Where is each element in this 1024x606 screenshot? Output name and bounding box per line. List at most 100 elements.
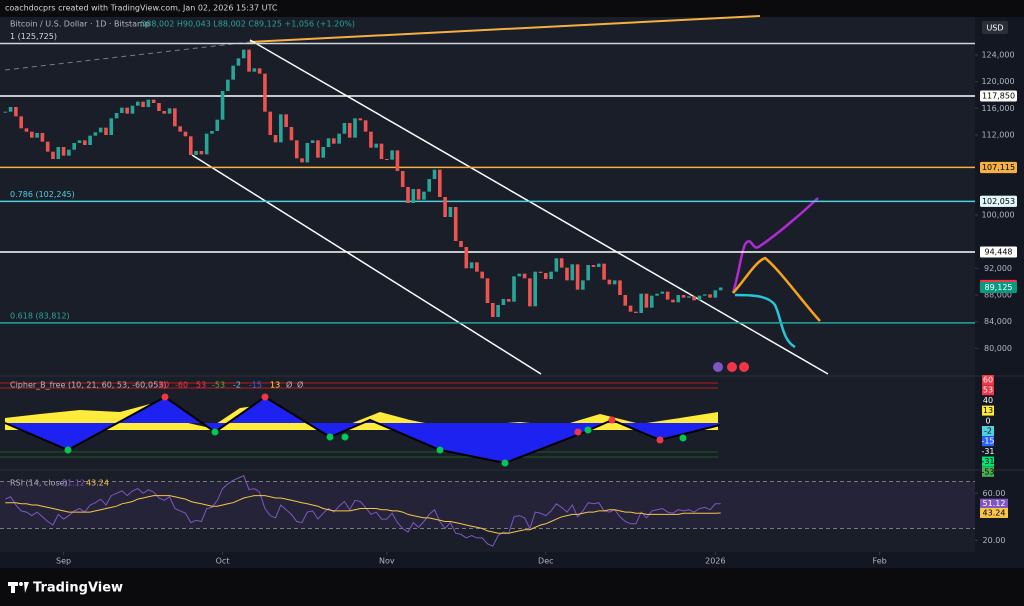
- cipher-value: -15: [249, 381, 262, 390]
- candle: [125, 107, 129, 114]
- candle: [67, 149, 71, 156]
- candle: [485, 278, 490, 303]
- candle: [247, 49, 251, 72]
- candle: [692, 296, 696, 301]
- candle: [130, 105, 135, 114]
- cipher-value: 53: [196, 381, 206, 390]
- candle: [713, 290, 718, 298]
- candle: [88, 135, 92, 145]
- candle: [512, 276, 516, 302]
- candle: [8, 107, 13, 112]
- level-label: 0.618 (83,812): [10, 311, 70, 320]
- cipher-value: 0: [148, 381, 153, 390]
- candle: [363, 120, 368, 132]
- cipher-dots: [64, 393, 687, 467]
- candle: [342, 123, 347, 134]
- x-tick-label: Oct: [216, 557, 230, 566]
- cipher-value: 60: [159, 381, 169, 390]
- cipher-scale-label: -31: [981, 447, 994, 456]
- candle: [379, 143, 384, 159]
- candle: [188, 136, 193, 155]
- icons: [713, 362, 749, 372]
- candle: [406, 187, 410, 203]
- candle: [464, 247, 469, 269]
- candle: [718, 287, 723, 291]
- cipher-scale-label: -31: [981, 457, 994, 466]
- cipher-value: Ø: [297, 380, 303, 390]
- candle: [602, 263, 606, 280]
- forecast-cyan: [734, 293, 796, 349]
- candle: [559, 258, 564, 268]
- candle: [623, 295, 628, 306]
- credit: coachdocprs created with TradingView.com…: [5, 4, 278, 13]
- candle: [231, 65, 235, 80]
- x-tick-label: Feb: [873, 557, 887, 566]
- x-tick-label: Dec: [538, 557, 553, 566]
- candle: [45, 141, 50, 152]
- candle: [284, 114, 288, 127]
- candle: [326, 138, 331, 147]
- candle: [268, 111, 273, 135]
- candle: [628, 305, 633, 312]
- candle: [120, 107, 124, 113]
- candle: [411, 189, 416, 203]
- candle: [316, 140, 320, 158]
- candle: [702, 294, 707, 296]
- rsi-line: [5, 495, 721, 534]
- y-tick-label: 80,000: [984, 344, 1012, 353]
- candle: [199, 151, 204, 155]
- candle: [61, 147, 66, 156]
- cipher-tag: [982, 405, 994, 416]
- price-tag: [980, 282, 1017, 293]
- rsi-tag: [980, 498, 1008, 509]
- candle: [385, 159, 389, 160]
- cipher-scale-label: -15: [981, 437, 994, 446]
- candle: [178, 126, 182, 132]
- cipher-blue: [5, 397, 720, 463]
- candle: [581, 280, 585, 290]
- candle: [347, 123, 352, 138]
- candle: [644, 293, 649, 308]
- candle: [82, 140, 87, 145]
- candle: [554, 258, 559, 272]
- cipher-tag: [982, 436, 994, 447]
- y-tick-label: 60.00: [983, 489, 1006, 498]
- rsi-legend-value: 43.24: [86, 479, 109, 488]
- candle: [310, 140, 315, 143]
- candle: [252, 68, 257, 72]
- cipher-value: -53: [212, 381, 225, 390]
- cipher-yellow: [5, 404, 718, 430]
- candle: [279, 114, 283, 143]
- candle: [40, 133, 45, 142]
- candle: [586, 265, 590, 281]
- cipher-value: -60: [175, 381, 188, 390]
- candle: [3, 111, 8, 113]
- candle: [24, 128, 29, 132]
- symbol: Bitcoin / U.S. Dollar · 1D · Bitstamp: [10, 20, 150, 29]
- candle: [655, 293, 659, 296]
- candle: [215, 119, 220, 131]
- candle: [528, 278, 532, 307]
- candle: [93, 132, 98, 136]
- candle: [538, 271, 543, 273]
- candle: [416, 189, 421, 200]
- candle: [665, 291, 670, 300]
- level-label: 1 (125,725): [10, 32, 57, 41]
- candle: [157, 103, 161, 111]
- y-tick-label: 120,000: [981, 77, 1014, 86]
- candle: [141, 101, 145, 107]
- candle: [607, 279, 612, 285]
- candle: [305, 143, 310, 163]
- y-tick-label: 92,000: [984, 264, 1012, 273]
- candle: [570, 264, 575, 281]
- candle: [506, 299, 511, 302]
- candle: [14, 107, 18, 117]
- candle: [618, 280, 622, 295]
- currency: USD: [986, 24, 1003, 33]
- candle: [501, 299, 506, 305]
- candle: [289, 127, 294, 141]
- candle: [660, 291, 665, 294]
- cipher-tag: [982, 426, 994, 436]
- cipher-tag: [982, 466, 994, 477]
